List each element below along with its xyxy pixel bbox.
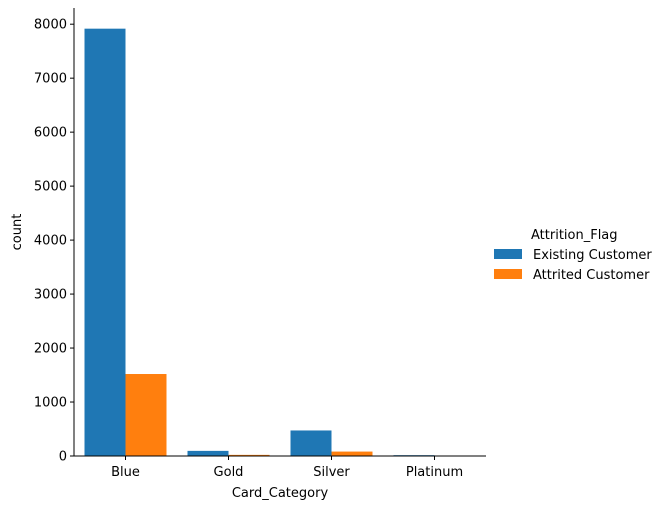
- legend-items: Existing Customer Attrited Customer: [494, 248, 652, 283]
- legend-label-attrited-customer: Attrited Customer: [533, 268, 650, 283]
- y-tick-label: 3000: [34, 288, 67, 303]
- y-tick-label: 4000: [34, 234, 67, 249]
- x-tick-label-platinum: Platinum: [406, 465, 463, 480]
- y-tick-label: 5000: [34, 180, 67, 195]
- x-tick-label-blue: Blue: [111, 465, 140, 480]
- bar-gold-existing-customer: [187, 450, 229, 456]
- legend: Attrition_Flag Existing Customer Attrited…: [494, 228, 652, 283]
- legend-title: Attrition_Flag: [531, 228, 618, 243]
- bar-silver-attrited-customer: [331, 451, 373, 456]
- bars-layer: [84, 28, 476, 457]
- bar-blue-existing-customer: [84, 28, 126, 457]
- bar-blue-attrited-customer: [125, 374, 167, 456]
- x-axis-label: Card_Category: [232, 486, 329, 501]
- y-tick-label: 1000: [34, 396, 67, 411]
- legend-label-existing-customer: Existing Customer: [533, 248, 652, 263]
- y-tick-label: 2000: [34, 342, 67, 357]
- bar-silver-existing-customer: [290, 430, 332, 456]
- y-tick-label: 6000: [34, 126, 67, 141]
- y-axis: 0 1000 2000 3000 4000 5000 6000 7000 8000: [34, 8, 75, 465]
- y-ticks: 0 1000 2000 3000 4000 5000 6000 7000 8000: [34, 18, 74, 465]
- y-tick-label: 7000: [34, 72, 67, 87]
- y-axis-label: count: [10, 214, 25, 251]
- legend-swatch-attrited-customer: [494, 269, 522, 279]
- y-tick-label: 8000: [34, 18, 67, 33]
- x-ticks: Blue Gold Silver Platinum: [111, 456, 463, 480]
- legend-swatch-existing-customer: [494, 249, 522, 259]
- bar-gold-attrited-customer: [228, 454, 270, 456]
- x-tick-label-gold: Gold: [214, 465, 244, 480]
- x-axis: Blue Gold Silver Platinum: [74, 455, 486, 480]
- x-tick-label-silver: Silver: [313, 465, 350, 480]
- y-tick-label: 0: [59, 450, 67, 465]
